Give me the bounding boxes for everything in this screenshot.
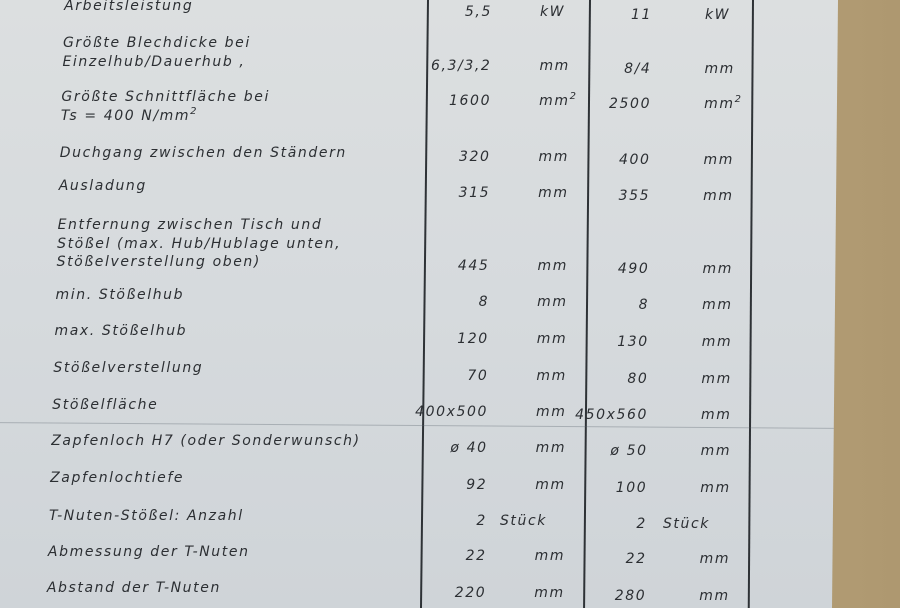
spec-label: T-Nuten-Stößel: Anzahl	[48, 508, 244, 524]
machine-1-value: 1600	[449, 93, 492, 109]
machine-1-unit: mm	[535, 440, 567, 456]
machine-2-unit: mm	[700, 443, 732, 459]
spec-label: Stößelfläche	[52, 397, 159, 413]
machine-1-unit: mm	[534, 585, 565, 601]
machine-2-unit: mm	[699, 588, 730, 604]
machine-1-unit: mm	[538, 185, 569, 201]
spec-label: min. Stößelhub	[55, 287, 185, 303]
machine-1-value: 445	[457, 258, 490, 274]
machine-1-unit: mm	[536, 331, 568, 347]
machine-2-value: 80	[627, 371, 649, 387]
machine-2-value: 355	[618, 188, 651, 204]
machine-1-value: ø 40	[450, 440, 488, 456]
spec-label: Ausladung	[58, 178, 147, 194]
machine-2-unit: mm	[704, 61, 735, 77]
spec-label: Stößelverstellung	[53, 360, 204, 376]
machine-2-value: 2	[636, 516, 647, 532]
machine-1-unit: mm	[539, 58, 570, 74]
spec-label: Ts = 400 N/mm2	[60, 105, 199, 124]
machine-2-unit: mm	[703, 152, 735, 168]
machine-1-value: 22	[465, 548, 487, 564]
machine-1-unit: mm2	[539, 91, 578, 110]
machine-1-value: 5,5	[464, 4, 492, 20]
machine-2-unit: mm	[703, 188, 734, 204]
machine-2-unit: mm	[701, 334, 733, 350]
machine-1-unit: mm	[536, 404, 567, 420]
machine-2-unit: Stück	[662, 516, 710, 532]
machine-2-unit: mm	[700, 480, 731, 496]
machine-2-unit: mm	[702, 297, 733, 313]
machine-2-value: 8/4	[624, 61, 652, 77]
machine-1-value: 8	[478, 294, 490, 310]
machine-1-unit: mm	[534, 548, 566, 564]
machine-2-value: 450x560	[575, 407, 649, 423]
machine-2-value: 8	[638, 297, 650, 313]
machine-1-unit: mm	[535, 477, 566, 493]
spec-label: max. Stößelhub	[54, 323, 188, 339]
machine-2-unit: mm2	[704, 94, 743, 113]
machine-2-value: 130	[617, 334, 649, 350]
spec-label: Größte Schnittfläche bei	[61, 89, 270, 105]
machine-2-unit: kW	[704, 7, 731, 23]
spec-label: Abstand der T-Nuten	[46, 580, 221, 596]
spec-label: Entfernung zwischen Tisch und	[57, 217, 323, 233]
machine-1-unit: mm	[537, 258, 568, 274]
machine-1-value: 2	[476, 513, 487, 529]
spec-label: Stößel (max. Hub/Hublage unten,	[57, 235, 342, 252]
machine-1-unit: mm	[537, 294, 568, 310]
spec-label: Einzelhub/Dauerhub ,	[62, 53, 246, 70]
machine-1-value: 320	[459, 149, 491, 165]
machine-1-value: 120	[457, 331, 489, 347]
machine-2-value: 100	[615, 480, 648, 496]
machine-1-unit: mm	[536, 368, 567, 384]
machine-2-value: ø 50	[610, 443, 648, 459]
machine-1-value: 220	[454, 585, 487, 601]
machine-2-unit: mm	[701, 407, 732, 423]
spec-label: Zapfenloch H7 (oder Sonderwunsch)	[51, 433, 361, 449]
spec-label: Arbeitsleistung	[64, 0, 194, 14]
machine-1-value: 315	[458, 185, 491, 201]
machine-2-unit: mm	[701, 371, 732, 387]
machine-2-value: 11	[630, 7, 652, 23]
machine-2-unit: mm	[702, 261, 733, 277]
column-divider-right	[747, 0, 754, 608]
machine-2-value: 2500	[609, 96, 652, 112]
machine-2-value: 22	[625, 551, 647, 567]
machine-2-value: 400	[619, 152, 651, 168]
machine-1-value: 92	[466, 477, 488, 493]
machine-1-unit: kW	[539, 4, 566, 20]
machine-2-value: 490	[617, 261, 650, 277]
spec-label: Duchgang zwischen den Ständern	[59, 145, 347, 161]
spec-label: Abmessung der T-Nuten	[47, 544, 250, 560]
machine-1-value: 70	[467, 368, 489, 384]
spec-label: Stößelverstellung oben)	[56, 254, 261, 270]
machine-1-value: 6,3/3,2	[430, 58, 492, 74]
spec-label: Zapfenlochtiefe	[50, 470, 185, 486]
machine-2-value: 280	[614, 588, 647, 604]
machine-1-value: 400x500	[415, 404, 489, 420]
machine-2-unit: mm	[699, 551, 731, 567]
spec-label: Größte Blechdicke bei	[62, 35, 251, 51]
machine-1-unit: mm	[538, 149, 570, 165]
machine-1-unit: Stück	[499, 513, 547, 529]
